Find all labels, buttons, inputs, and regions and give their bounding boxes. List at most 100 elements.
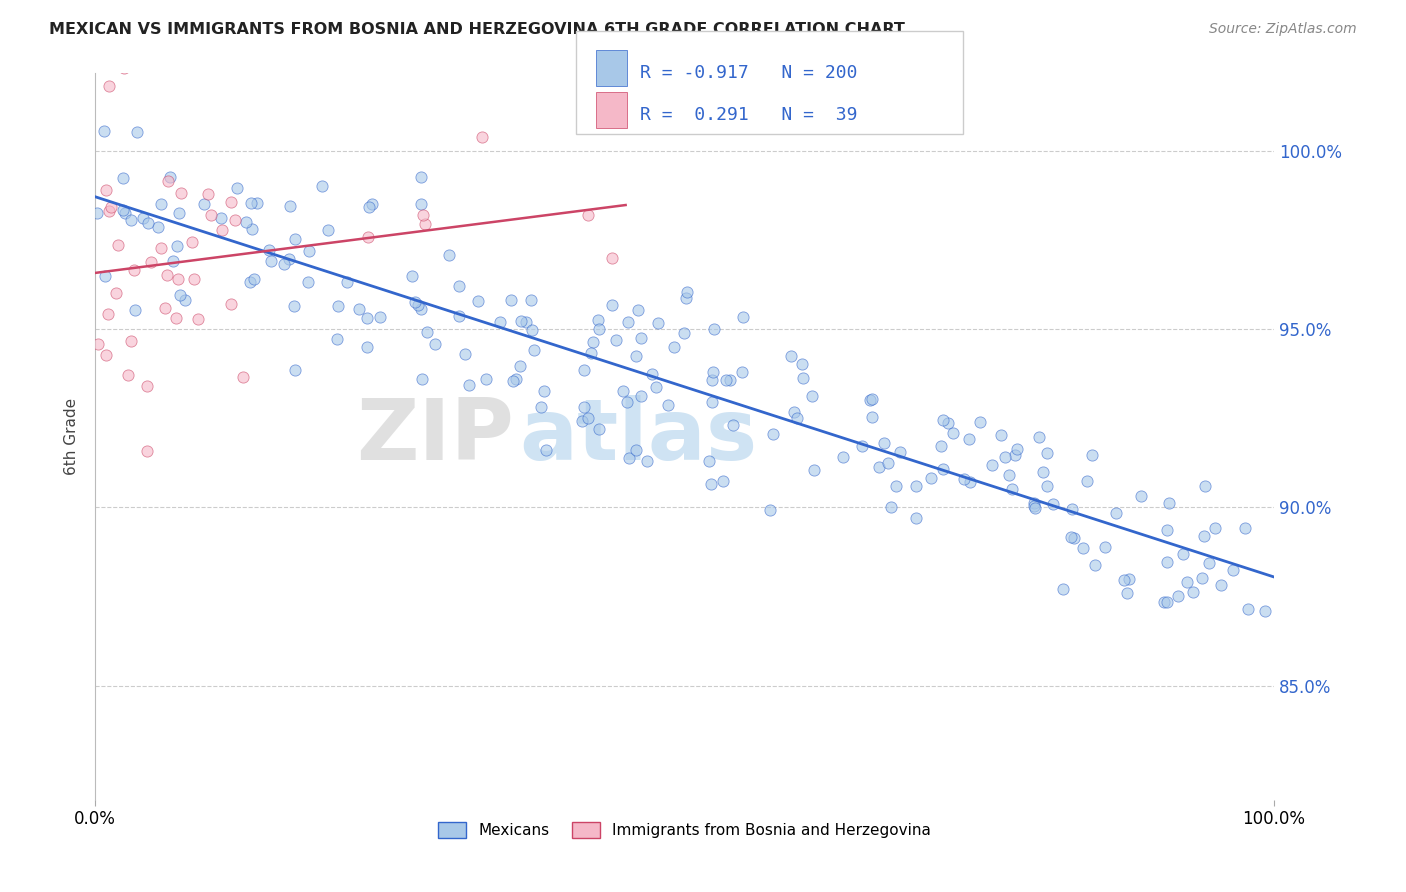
Point [783,405,806,419]
Point [662,340,685,354]
Point [1036,478,1059,492]
Point [641,367,664,381]
Text: ZIP: ZIP [356,395,513,478]
Point [1052,582,1074,597]
Point [112,171,135,186]
Point [457,377,479,392]
Point [94,268,117,283]
Point [630,389,652,403]
Point [166,272,188,286]
Point [284,363,307,377]
Point [523,343,546,357]
Point [474,371,496,385]
Text: atlas: atlas [520,395,758,478]
Point [519,293,541,307]
Point [1005,442,1028,456]
Point [146,219,169,234]
Point [645,380,668,394]
Point [600,251,623,265]
Point [617,450,640,465]
Point [501,293,523,307]
Point [714,373,737,387]
Point [166,238,188,252]
Point [100,200,122,214]
Point [311,178,333,193]
Point [239,275,262,289]
Point [169,288,191,302]
Point [181,235,204,249]
Text: Source: ZipAtlas.com: Source: ZipAtlas.com [1209,22,1357,37]
Point [96,183,118,197]
Point [997,468,1019,483]
Point [792,371,814,385]
Point [576,411,599,425]
Point [328,299,350,313]
Point [87,336,110,351]
Point [1156,523,1178,537]
Point [957,432,980,446]
Point [520,323,543,337]
Point [193,197,215,211]
Point [733,310,755,325]
Point [165,311,187,326]
Point [219,297,242,311]
Point [1042,497,1064,511]
Point [153,301,176,315]
Point [647,316,669,330]
Point [959,475,981,490]
Point [1156,595,1178,609]
Point [150,241,173,255]
Point [356,311,378,326]
Point [415,217,437,231]
Point [232,369,254,384]
Point [990,428,1012,442]
Point [257,243,280,257]
Point [969,415,991,429]
Point [1191,571,1213,585]
Point [1001,482,1024,496]
Point [162,253,184,268]
Point [136,444,159,458]
Point [1198,557,1220,571]
Point [1116,586,1139,600]
Point [169,186,191,200]
Point [702,365,724,379]
Point [98,79,121,94]
Point [617,315,640,329]
Point [105,285,128,300]
Point [412,208,434,222]
Point [93,124,115,138]
Point [1130,489,1153,503]
Point [533,384,555,399]
Point [579,345,602,359]
Point [1167,589,1189,603]
Point [356,340,378,354]
Point [905,511,928,525]
Point [149,197,172,211]
Point [510,314,533,328]
Point [401,268,423,283]
Point [411,302,433,317]
Point [1156,555,1178,569]
Point [1036,445,1059,459]
Point [117,368,139,382]
Point [600,298,623,312]
Point [1177,574,1199,589]
Point [616,394,638,409]
Point [859,393,882,408]
Point [1080,448,1102,462]
Point [1233,521,1256,535]
Point [136,379,159,393]
Legend: Mexicans, Immigrants from Bosnia and Herzegovina: Mexicans, Immigrants from Bosnia and Her… [432,816,936,844]
Point [157,174,180,188]
Point [860,409,883,424]
Point [624,349,647,363]
Point [471,130,494,145]
Point [107,238,129,252]
Point [1004,448,1026,462]
Point [336,275,359,289]
Point [1094,541,1116,555]
Point [509,359,531,373]
Point [86,206,108,220]
Point [700,395,723,409]
